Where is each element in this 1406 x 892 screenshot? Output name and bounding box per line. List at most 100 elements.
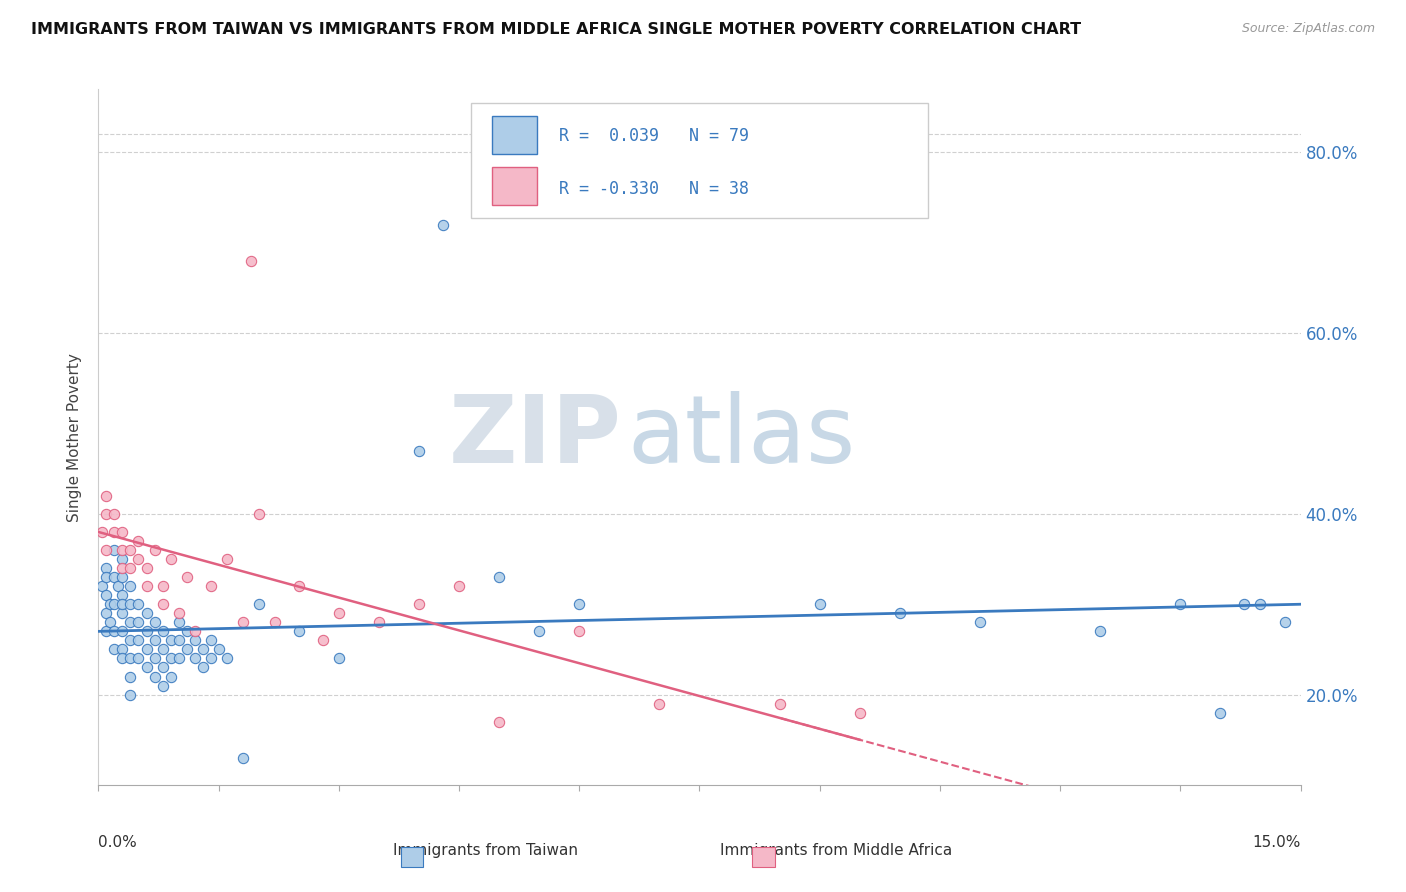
Point <box>159 651 181 665</box>
Point <box>96 588 118 602</box>
Point <box>135 579 157 593</box>
Text: 15.0%: 15.0% <box>1253 835 1301 850</box>
Text: IMMIGRANTS FROM TAIWAN VS IMMIGRANTS FROM MIDDLE AFRICA SINGLE MOTHER POVERTY CO: IMMIGRANTS FROM TAIWAN VS IMMIGRANTS FRO… <box>31 22 1081 37</box>
Point <box>135 607 157 621</box>
Point <box>167 651 190 665</box>
Point <box>312 633 335 648</box>
Point <box>176 570 198 584</box>
Point <box>408 443 430 458</box>
Point <box>128 615 150 630</box>
Point <box>1088 624 1111 639</box>
Point <box>167 615 190 630</box>
Point <box>111 624 134 639</box>
Point <box>176 642 198 657</box>
Point <box>447 579 470 593</box>
Point <box>128 533 150 548</box>
Point <box>100 597 122 611</box>
Point <box>96 543 118 558</box>
Point <box>120 633 142 648</box>
Point <box>200 633 222 648</box>
Point <box>111 597 134 611</box>
Point <box>96 489 118 503</box>
Point <box>111 642 134 657</box>
Point <box>96 570 118 584</box>
Point <box>111 651 134 665</box>
Point <box>152 660 174 674</box>
Point <box>969 615 991 630</box>
Point <box>232 751 254 765</box>
Text: ZIP: ZIP <box>449 391 621 483</box>
Text: Immigrants from Taiwan: Immigrants from Taiwan <box>392 843 578 857</box>
Point <box>432 218 454 232</box>
Point <box>208 642 231 657</box>
Text: atlas: atlas <box>627 391 856 483</box>
Point <box>103 543 125 558</box>
Point <box>135 642 157 657</box>
Point <box>111 588 134 602</box>
Point <box>1170 597 1192 611</box>
Point <box>200 651 222 665</box>
Point <box>159 633 181 648</box>
Point <box>849 706 872 720</box>
Text: Immigrants from Middle Africa: Immigrants from Middle Africa <box>720 843 953 857</box>
Point <box>183 651 205 665</box>
Point <box>91 524 114 539</box>
Point <box>96 624 118 639</box>
Point <box>1209 706 1232 720</box>
Point <box>120 669 142 683</box>
Point <box>120 561 142 575</box>
Point <box>769 697 792 711</box>
FancyBboxPatch shape <box>471 103 928 218</box>
Point <box>808 597 831 611</box>
Point <box>120 615 142 630</box>
Point <box>111 552 134 566</box>
Point <box>529 624 551 639</box>
Point <box>159 552 181 566</box>
Point <box>103 597 125 611</box>
Point <box>128 552 150 566</box>
Point <box>128 651 150 665</box>
Point <box>103 524 125 539</box>
Point <box>103 507 125 521</box>
Point <box>152 579 174 593</box>
Point <box>232 615 254 630</box>
Point <box>328 651 350 665</box>
Point <box>368 615 391 630</box>
Text: 0.0%: 0.0% <box>98 835 138 850</box>
Point <box>111 524 134 539</box>
Point <box>568 624 591 639</box>
Point <box>152 642 174 657</box>
Point <box>103 570 125 584</box>
Point <box>103 624 125 639</box>
Point <box>568 597 591 611</box>
Bar <box>492 116 537 154</box>
Point <box>107 579 129 593</box>
Point <box>176 624 198 639</box>
Point <box>263 615 285 630</box>
Point <box>247 597 270 611</box>
Point <box>167 607 190 621</box>
Point <box>111 607 134 621</box>
Point <box>408 597 430 611</box>
Point <box>120 651 142 665</box>
Point <box>128 633 150 648</box>
Point <box>183 624 205 639</box>
Point <box>152 624 174 639</box>
Point <box>111 543 134 558</box>
Point <box>215 552 238 566</box>
Point <box>152 597 174 611</box>
Point <box>328 607 350 621</box>
Point <box>488 570 510 584</box>
Bar <box>492 167 537 205</box>
Point <box>143 633 166 648</box>
Point <box>183 633 205 648</box>
Point <box>120 579 142 593</box>
Text: Source: ZipAtlas.com: Source: ZipAtlas.com <box>1241 22 1375 36</box>
Point <box>1233 597 1256 611</box>
Point <box>120 597 142 611</box>
Point <box>889 607 911 621</box>
Point <box>247 507 270 521</box>
Point <box>288 624 311 639</box>
Point <box>648 697 671 711</box>
Point <box>143 651 166 665</box>
